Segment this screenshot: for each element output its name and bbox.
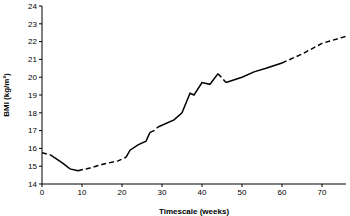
svg-text:22: 22 [28,37,37,46]
svg-text:30: 30 [158,188,167,197]
svg-text:BMI (kg/m²): BMI (kg/m²) [8,73,11,117]
svg-text:18: 18 [28,109,37,118]
svg-text:14: 14 [28,180,37,189]
svg-text:19: 19 [28,91,37,100]
svg-text:70: 70 [318,188,327,197]
svg-text:60: 60 [278,188,287,197]
svg-text:0: 0 [40,188,45,197]
svg-text:23: 23 [28,20,37,29]
svg-text:10: 10 [78,188,87,197]
svg-text:16: 16 [28,144,37,153]
svg-text:Timescale (weeks): Timescale (weeks) [159,207,229,216]
svg-text:20: 20 [118,188,127,197]
svg-text:24: 24 [28,2,37,11]
svg-text:21: 21 [28,55,37,64]
svg-text:17: 17 [28,126,37,135]
svg-text:20: 20 [28,73,37,82]
svg-text:40: 40 [198,188,207,197]
svg-text:15: 15 [28,162,37,171]
svg-text:50: 50 [238,188,247,197]
